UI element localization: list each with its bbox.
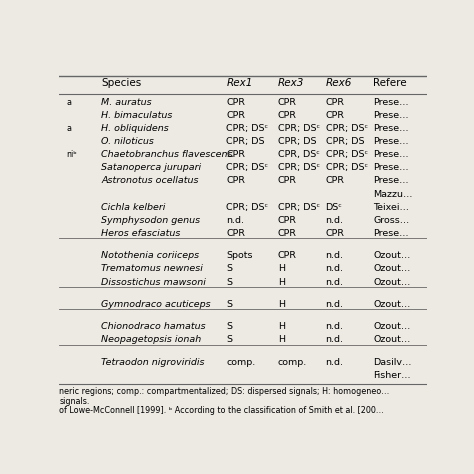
Text: Species: Species — [101, 78, 142, 88]
Text: Dissostichus mawsoni: Dissostichus mawsoni — [101, 277, 206, 286]
Text: Chaetobranchus flavescens: Chaetobranchus flavescens — [101, 150, 233, 159]
Text: Chionodraco hamatus: Chionodraco hamatus — [101, 322, 206, 331]
Text: Rex6: Rex6 — [326, 78, 352, 88]
Text: Ozout…: Ozout… — [374, 335, 410, 344]
Text: Satanoperca jurupari: Satanoperca jurupari — [101, 164, 201, 173]
Text: CPR: CPR — [278, 251, 297, 260]
Text: Prese…: Prese… — [374, 124, 409, 133]
Text: Prese…: Prese… — [374, 111, 409, 120]
Text: CPR; DSᶜ: CPR; DSᶜ — [227, 203, 268, 212]
Text: M. auratus: M. auratus — [101, 98, 152, 107]
Text: O. niloticus: O. niloticus — [101, 137, 155, 146]
Text: Rex3: Rex3 — [278, 78, 304, 88]
Text: CPR; DSᶜ: CPR; DSᶜ — [278, 203, 320, 212]
Text: Teixei…: Teixei… — [374, 203, 410, 212]
Text: CPR: CPR — [278, 98, 297, 107]
Text: H: H — [278, 264, 285, 273]
Text: H: H — [278, 335, 285, 344]
Text: n.d.: n.d. — [326, 264, 344, 273]
Text: CPR: CPR — [326, 98, 345, 107]
Text: CPR: CPR — [278, 111, 297, 120]
Text: S: S — [227, 335, 232, 344]
Text: H. bimaculatus: H. bimaculatus — [101, 111, 173, 120]
Text: CPR; DSᶜ: CPR; DSᶜ — [326, 150, 368, 159]
Text: CPR: CPR — [227, 150, 246, 159]
Text: comp.: comp. — [278, 357, 307, 366]
Text: Dasilv…: Dasilv… — [374, 357, 412, 366]
Text: n.d.: n.d. — [326, 357, 344, 366]
Text: n.d.: n.d. — [326, 251, 344, 260]
Text: Prese…: Prese… — [374, 164, 409, 173]
Text: Rex1: Rex1 — [227, 78, 253, 88]
Text: Prese…: Prese… — [374, 176, 409, 185]
Text: comp.: comp. — [227, 357, 255, 366]
Text: Astronotus ocellatus: Astronotus ocellatus — [101, 176, 199, 185]
Text: CPR; DSᶜ: CPR; DSᶜ — [326, 164, 368, 173]
Text: S: S — [227, 264, 232, 273]
Text: H: H — [278, 322, 285, 331]
Text: CPR: CPR — [326, 229, 345, 238]
Text: a: a — [66, 124, 72, 133]
Text: CPR; DSᶜ: CPR; DSᶜ — [227, 164, 268, 173]
Text: Ozout…: Ozout… — [374, 251, 410, 260]
Text: neric regions; comp.: compartmentalized; DS: dispersed signals; H: homogeneo…: neric regions; comp.: compartmentalized;… — [59, 387, 390, 396]
Text: S: S — [227, 300, 232, 309]
Text: Heros efasciatus: Heros efasciatus — [101, 229, 181, 238]
Text: Mazzu…: Mazzu… — [374, 190, 413, 199]
Text: Refere: Refere — [374, 78, 407, 88]
Text: Spots: Spots — [227, 251, 253, 260]
Text: Gymnodraco acuticeps: Gymnodraco acuticeps — [101, 300, 211, 309]
Text: CPR: CPR — [326, 111, 345, 120]
Text: Trematomus newnesi: Trematomus newnesi — [101, 264, 203, 273]
Text: CPR: CPR — [278, 216, 297, 225]
Text: CPR: CPR — [227, 229, 246, 238]
Text: H. obliquidens: H. obliquidens — [101, 124, 169, 133]
Text: Notothenia coriiceps: Notothenia coriiceps — [101, 251, 200, 260]
Text: CPR; DS: CPR; DS — [326, 137, 364, 146]
Text: DSᶜ: DSᶜ — [326, 203, 342, 212]
Text: Ozout…: Ozout… — [374, 300, 410, 309]
Text: Neopagetopsis ionah: Neopagetopsis ionah — [101, 335, 202, 344]
Text: n.d.: n.d. — [227, 216, 245, 225]
Text: Ozout…: Ozout… — [374, 264, 410, 273]
Text: n.d.: n.d. — [326, 277, 344, 286]
Text: n.d.: n.d. — [326, 216, 344, 225]
Text: of Lowe-McConnell [1999]. ᵇ According to the classification of Smith et al. [200: of Lowe-McConnell [1999]. ᵇ According to… — [59, 406, 384, 415]
Text: n.d.: n.d. — [326, 335, 344, 344]
Text: CPR; DSᶜ: CPR; DSᶜ — [278, 164, 320, 173]
Text: Prese…: Prese… — [374, 98, 409, 107]
Text: H: H — [278, 300, 285, 309]
Text: a: a — [66, 98, 72, 107]
Text: Ozout…: Ozout… — [374, 277, 410, 286]
Text: CPR: CPR — [326, 176, 345, 185]
Text: Symphysodon genus: Symphysodon genus — [101, 216, 201, 225]
Text: CPR; DSᶜ: CPR; DSᶜ — [278, 124, 320, 133]
Text: Cichla kelberi: Cichla kelberi — [101, 203, 166, 212]
Text: S: S — [227, 322, 232, 331]
Text: signals.: signals. — [59, 397, 90, 406]
Text: CPR: CPR — [227, 111, 246, 120]
Text: Tetraodon nigroviridis: Tetraodon nigroviridis — [101, 357, 205, 366]
Text: H: H — [278, 277, 285, 286]
Text: niᵇ: niᵇ — [66, 150, 77, 159]
Text: CPR: CPR — [278, 176, 297, 185]
Text: S: S — [227, 277, 232, 286]
Text: Fisher…: Fisher… — [374, 371, 411, 380]
Text: CPR: CPR — [278, 229, 297, 238]
Text: Gross…: Gross… — [374, 216, 410, 225]
Text: CPR; DS: CPR; DS — [278, 137, 316, 146]
Text: Prese…: Prese… — [374, 229, 409, 238]
Text: CPR; DSᶜ: CPR; DSᶜ — [227, 124, 268, 133]
Text: Prese…: Prese… — [374, 150, 409, 159]
Text: CPR; DSᶜ: CPR; DSᶜ — [326, 124, 368, 133]
Text: Prese…: Prese… — [374, 137, 409, 146]
Text: CPR: CPR — [227, 176, 246, 185]
Text: CPR, DSᶜ: CPR, DSᶜ — [278, 150, 319, 159]
Text: CPR: CPR — [227, 98, 246, 107]
Text: Ozout…: Ozout… — [374, 322, 410, 331]
Text: n.d.: n.d. — [326, 322, 344, 331]
Text: CPR; DS: CPR; DS — [227, 137, 265, 146]
Text: n.d.: n.d. — [326, 300, 344, 309]
